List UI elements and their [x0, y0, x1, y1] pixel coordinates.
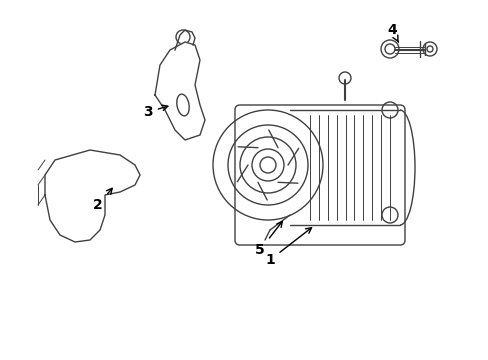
Ellipse shape	[177, 94, 189, 116]
Polygon shape	[45, 150, 140, 242]
Text: 3: 3	[143, 105, 167, 119]
Polygon shape	[155, 42, 204, 140]
FancyBboxPatch shape	[235, 105, 404, 245]
Text: 5: 5	[255, 221, 282, 257]
Text: 1: 1	[264, 228, 311, 267]
Text: 2: 2	[93, 188, 112, 212]
Text: 4: 4	[386, 23, 398, 42]
